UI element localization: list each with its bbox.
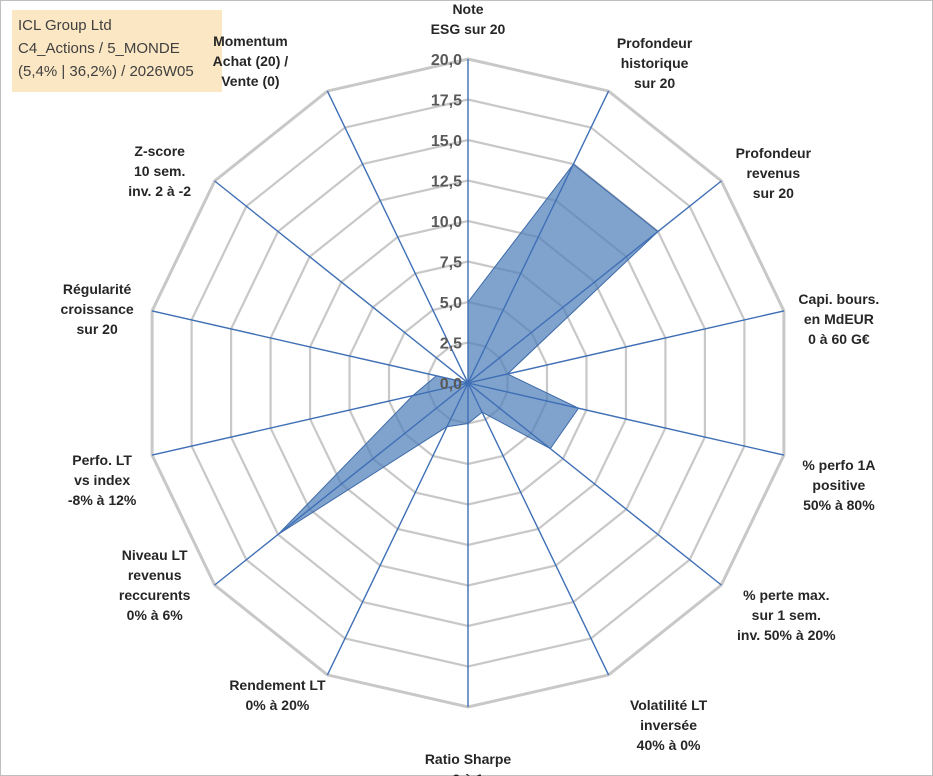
axis-label-6-line-0: Volatilité LT	[630, 697, 708, 713]
spoke-13	[326, 90, 469, 384]
tick-label-5: 12,5	[431, 174, 462, 191]
axis-label-1-line-2: sur 20	[634, 75, 675, 91]
tick-label-1: 2,5	[440, 336, 462, 353]
axis-label-5-line-0: % perte max.	[743, 587, 829, 603]
spoke-11	[151, 310, 469, 384]
axis-label-4-line-2: 50% à 80%	[803, 497, 875, 513]
tick-layer: 0,0 2,5 5,0 7,5 10,0 12,5 15,0 17,5 20,0	[431, 52, 462, 393]
axis-label-12-line-0: Z-score	[134, 143, 185, 159]
axis-label-7-line-1: 0 à 1	[452, 771, 483, 776]
axis-label-10-line-1: vs index	[74, 472, 130, 488]
axis-label-12-line-1: 10 sem.	[134, 163, 185, 179]
axis-label-8-line-1: 0% à 20%	[246, 697, 310, 713]
spoke-2	[467, 180, 722, 384]
tick-label-6: 15,0	[431, 133, 462, 150]
tick-label-3: 7,5	[440, 255, 462, 272]
axis-label-10-line-2: -8% à 12%	[68, 492, 137, 508]
axis-label-1-line-0: Profondeur	[617, 35, 693, 51]
stats-label: (5,4% | 36,2%) / 2026W05	[18, 63, 194, 80]
axis-label-2-line-0: Profondeur	[736, 145, 812, 161]
axis-label-7-line-0: Ratio Sharpe	[425, 751, 512, 767]
axis-label-11-line-2: sur 20	[76, 321, 117, 337]
axis-label-13-line-0: Momentum	[213, 33, 288, 49]
spoke-6	[467, 382, 610, 676]
axis-label-0-line-1: ESG sur 20	[431, 21, 506, 37]
spoke-layer	[151, 59, 785, 707]
spoke-1	[467, 90, 610, 384]
axis-label-11-line-0: Régularité	[63, 281, 132, 297]
spoke-8	[326, 382, 469, 676]
axis-label-4-line-0: % perfo 1A	[802, 457, 875, 473]
axis-label-8-line-0: Rendement LT	[229, 677, 326, 693]
axis-label-3-line-0: Capi. bours.	[798, 291, 879, 307]
axis-label-6-line-1: inversée	[640, 717, 697, 733]
spoke-4	[467, 382, 785, 456]
axis-label-2-line-1: revenus	[746, 165, 800, 181]
tick-label-7: 17,5	[431, 93, 462, 110]
tick-label-0: 0,0	[440, 376, 462, 393]
axis-label-3-line-1: en MdEUR	[804, 311, 874, 327]
axis-label-10-line-0: Perfo. LT	[72, 452, 132, 468]
axis-label-4-line-1: positive	[812, 477, 865, 493]
axis-label-5-line-1: sur 1 sem.	[752, 607, 821, 623]
axis-label-13-line-2: Vente (0)	[221, 73, 279, 89]
axis-label-9-line-2: reccurents	[119, 587, 191, 603]
axis-label-9-line-0: Niveau LT	[122, 547, 188, 563]
axis-label-0-line-0: Note	[452, 1, 483, 17]
axis-label-9-line-3: 0% à 6%	[127, 607, 184, 623]
axis-label-6-line-2: 40% à 0%	[637, 737, 701, 753]
axis-label-11-line-1: croissance	[61, 301, 134, 317]
axis-label-1-line-1: historique	[621, 55, 689, 71]
tick-label-2: 5,0	[440, 295, 462, 312]
spoke-5	[467, 382, 722, 586]
axis-label-5-line-2: inv. 50% à 20%	[737, 627, 836, 643]
tick-label-4: 10,0	[431, 214, 462, 231]
chart-info-box: ICL Group Ltd C4_Actions / 5_MONDE (5,4%…	[12, 10, 222, 92]
spoke-10	[151, 382, 469, 456]
spoke-3	[467, 310, 785, 384]
axis-label-3-line-2: 0 à 60 G€	[808, 331, 870, 347]
axis-label-12-line-2: inv. 2 à -2	[128, 183, 191, 199]
label-layer: Note ESG sur 20 Profondeur historique sur 20…	[61, 1, 880, 776]
company-name: ICL Group Ltd	[18, 17, 112, 34]
tick-label-8: 20,0	[431, 52, 462, 69]
spoke-12	[214, 180, 469, 384]
axis-label-2-line-2: sur 20	[753, 185, 794, 201]
portfolio-name: C4_Actions / 5_MONDE	[18, 40, 180, 57]
spoke-9	[214, 382, 469, 586]
axis-label-13-line-1: Achat (20) /	[213, 53, 289, 69]
axis-label-9-line-1: revenus	[128, 567, 182, 583]
